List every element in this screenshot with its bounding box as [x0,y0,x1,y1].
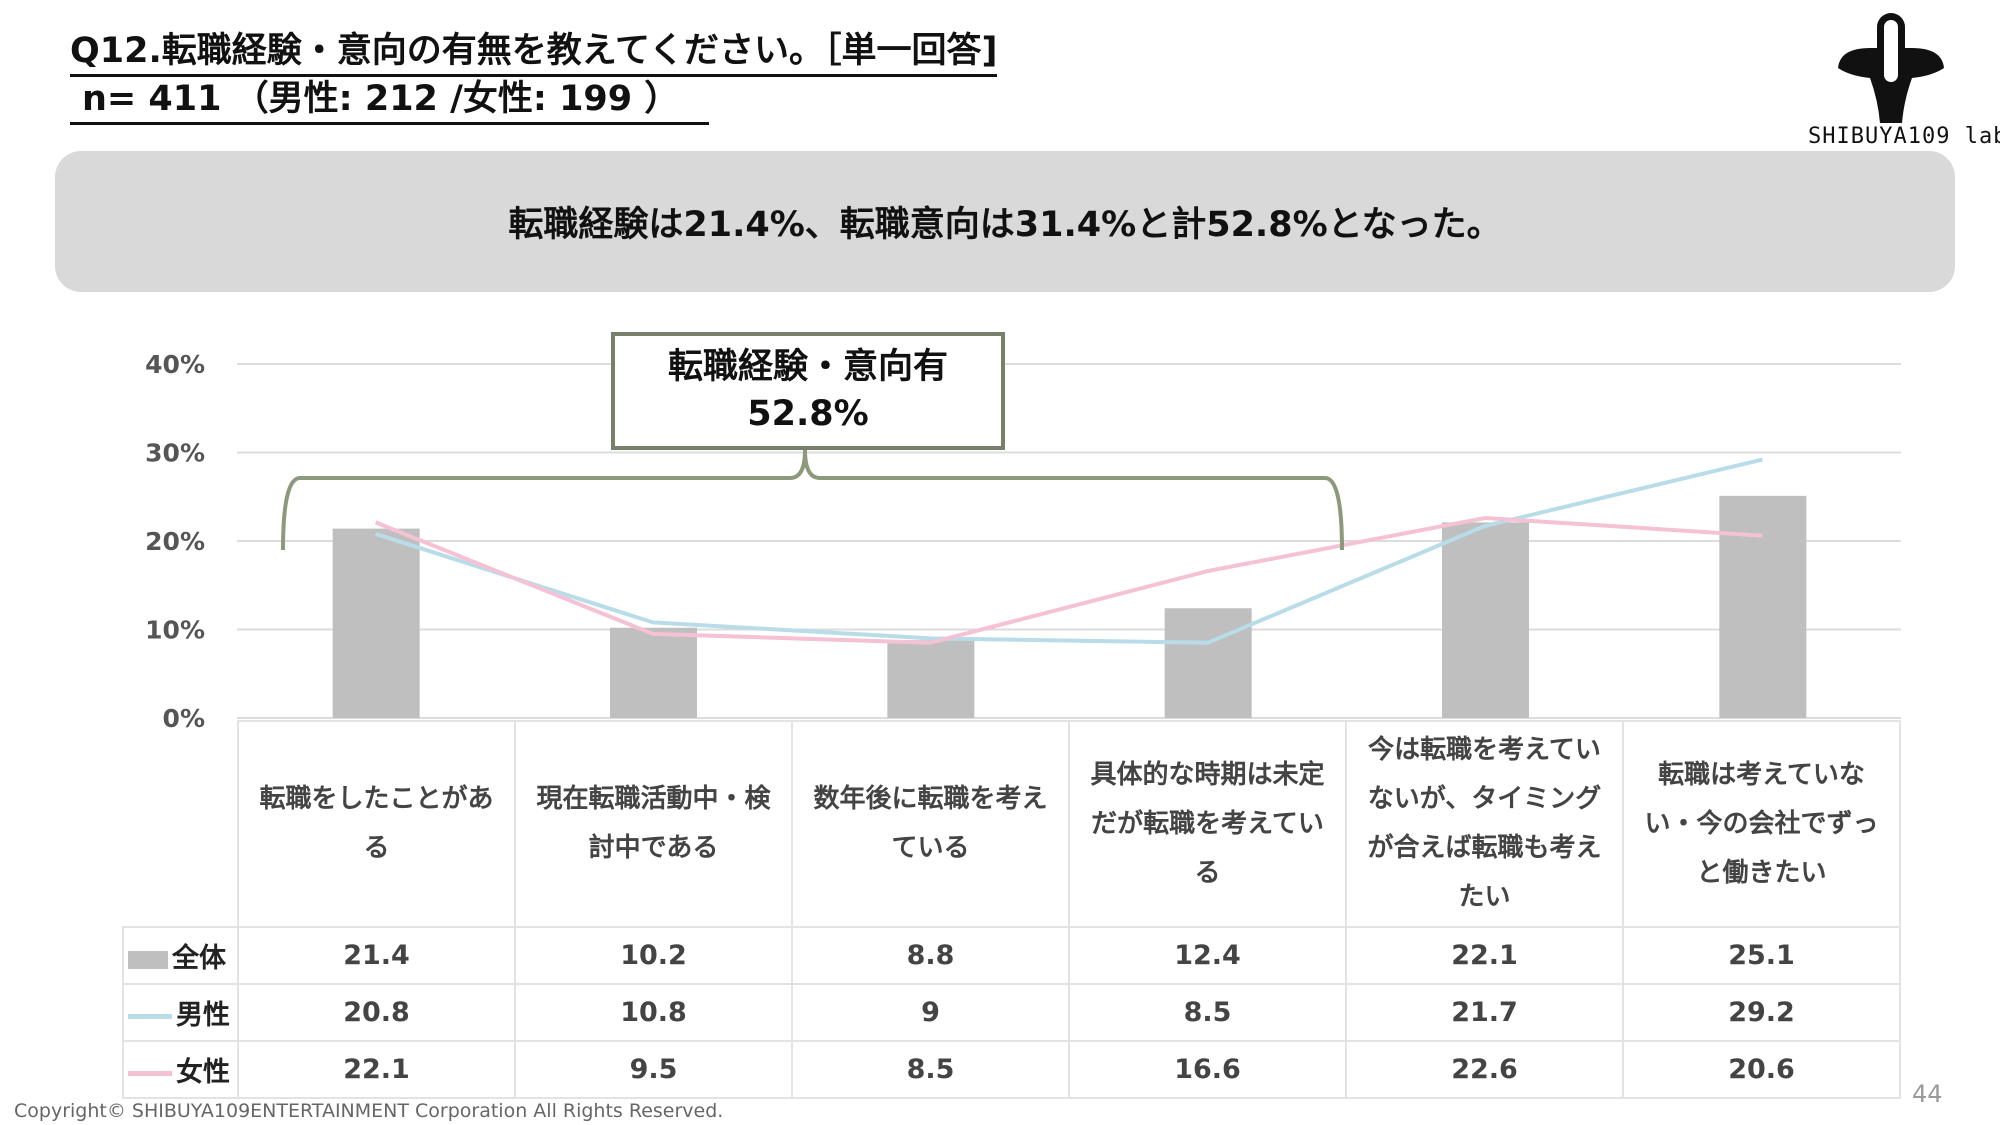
table-row: 男性 20.8 10.8 9 8.5 21.7 29.2 [122,983,1901,1042]
table-cell: 22.1 [1345,926,1624,985]
y-tick-label: 20% [145,527,205,556]
bar-all [332,528,420,718]
y-tick-label: 30% [145,439,205,468]
legend-female: 女性 [122,1040,239,1099]
line-male [375,457,1763,645]
table-cell: 25.1 [1622,926,1901,985]
line-swatch-icon [128,1071,172,1076]
callout-value: 52.8% [747,394,869,434]
table-cell: 10.8 [514,983,793,1042]
table-cell: 21.7 [1345,983,1624,1042]
table-cell: 21.4 [237,926,516,985]
sample-size: n= 411 （男性: 212 /女性: 199 ） [70,76,710,125]
line-female [374,515,1763,645]
bracket [281,449,1344,551]
category-label: 具体的な時期は未定だが転職を考えている [1068,720,1347,928]
bar-all [610,627,697,718]
logo-text: SHIBUYA109 lab. [1808,124,2000,149]
page-number: 44 [1912,1080,1943,1108]
legend-male: 男性 [122,983,239,1042]
table-cell: 9.5 [514,1040,793,1099]
table-cell: 8.8 [791,926,1070,985]
legend-all: 全体 [122,926,239,985]
table-row: 女性 22.1 9.5 8.5 16.6 22.6 20.6 [122,1040,1901,1099]
table-row: 全体 21.4 10.2 8.8 12.4 22.1 25.1 [122,926,1901,985]
table-cell: 12.4 [1068,926,1347,985]
table-cell: 8.5 [791,1040,1070,1099]
bar-swatch-icon [128,950,168,969]
table-cell: 20.8 [237,983,516,1042]
bar-all [1719,495,1807,718]
table-cell: 20.6 [1622,1040,1901,1099]
table-cell: 22.6 [1345,1040,1624,1099]
y-tick-label: 10% [145,616,205,645]
table-cell: 8.5 [1068,983,1347,1042]
y-tick-label: 40% [145,350,205,379]
copyright: Copyright© SHIBUYA109ENTERTAINMENT Corpo… [14,1100,724,1122]
category-label: 転職をしたことがある [237,720,516,928]
question-title: Q12.転職経験・意向の有無を教えてください。［単一回答] [70,28,998,77]
category-label: 転職は考えていない・今の会社でずっと働きたい [1622,720,1901,928]
table-cell: 9 [791,983,1070,1042]
shibuya109-lab-logo [1838,13,1944,123]
callout-box: 転職経験・意向有 52.8% [611,332,1005,450]
table-cell: 10.2 [514,926,793,985]
category-label: 数年後に転職を考えている [791,720,1070,928]
category-row: 転職をしたことがある 現在転職活動中・検討中である 数年後に転職を考えている 具… [123,720,1901,928]
bar-all [887,640,975,718]
category-label: 現在転職活動中・検討中である [514,720,793,928]
table-cell: 22.1 [237,1040,516,1099]
category-label: 今は転職を考えていないが、タイミングが合えば転職も考えたい [1345,720,1624,928]
callout-label: 転職経験・意向有 [667,347,948,387]
line-swatch-icon [128,1014,172,1019]
summary-banner: 転職経験は21.4%、転職意向は31.4%と計52.8%となった。 [55,151,1955,292]
data-table: 転職をしたことがある 現在転職活動中・検討中である 数年後に転職を考えている 具… [122,720,1901,1099]
bar-all [1442,522,1529,718]
bar-all [1164,608,1252,718]
table-cell: 29.2 [1622,983,1901,1042]
table-cell: 16.6 [1068,1040,1347,1099]
